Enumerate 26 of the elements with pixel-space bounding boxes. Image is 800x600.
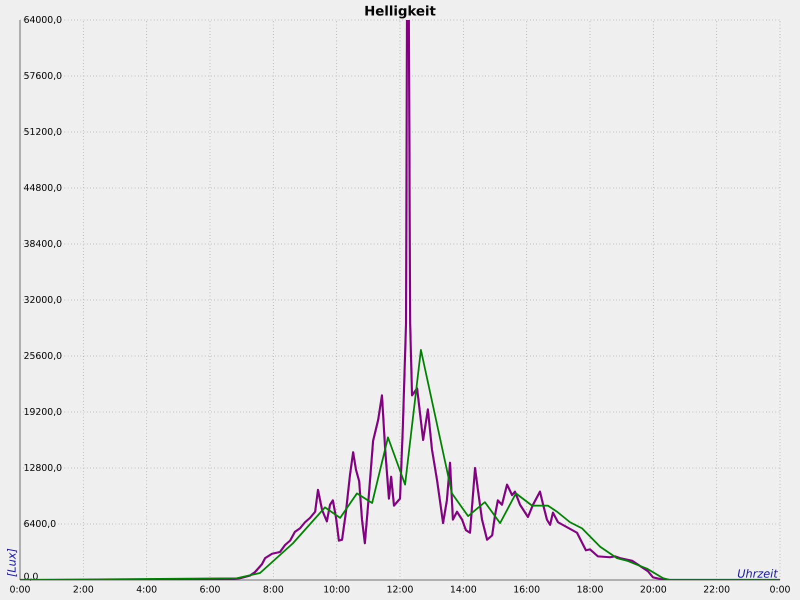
x-tick-label: 6:00 (200, 586, 220, 593)
x-axis-title: Uhrzeit (738, 569, 778, 578)
x-tick-label: 12:00 (388, 586, 413, 593)
x-tick-label: 22:00 (704, 586, 730, 593)
y-tick-label: 64000,0 (24, 16, 62, 24)
x-tick-label: 14:00 (450, 586, 476, 593)
x-tick-label: 16:00 (514, 586, 540, 593)
x-tick-label: 0:00 (10, 586, 30, 593)
y-tick-label: 25600,0 (24, 352, 62, 360)
x-tick-label: 10:00 (324, 586, 350, 593)
y-tick-label: 32000,0 (24, 296, 62, 304)
x-tick-label: 18:00 (578, 586, 603, 593)
y-tick-label: 44800,0 (24, 184, 62, 192)
y-tick-label: 38400,0 (24, 240, 62, 248)
y-tick-label: 6400,0 (24, 520, 56, 528)
x-tick-label: 2:00 (74, 586, 94, 593)
x-tick-label: 0:00 (770, 586, 790, 593)
y-tick-label: 19200,0 (24, 408, 62, 416)
x-tick-label: 4:00 (136, 586, 156, 593)
y-axis-title: [Lux] (7, 548, 18, 577)
y-tick-label: 57600,0 (24, 72, 62, 80)
x-tick-label: 20:00 (640, 586, 666, 593)
y-tick-label: 51200,0 (24, 128, 62, 136)
chart-title: Helligkeit (365, 5, 436, 18)
x-tick-label: 8:00 (264, 586, 284, 593)
y-tick-label: 12800,0 (24, 464, 62, 472)
